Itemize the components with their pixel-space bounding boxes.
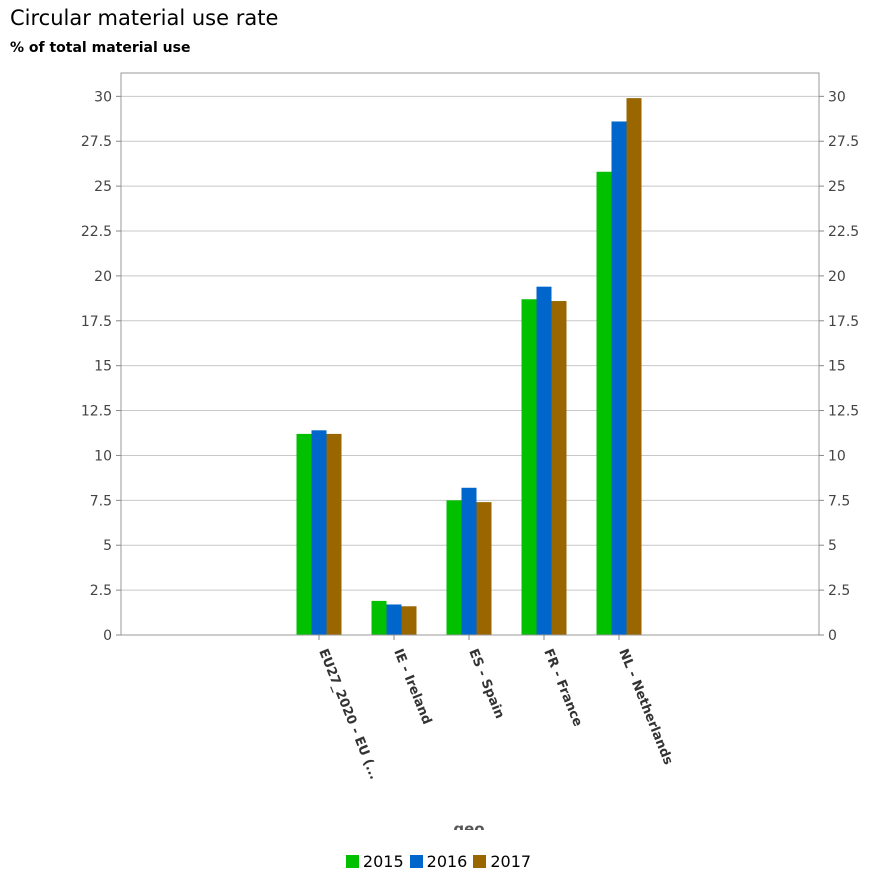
- y-tick-label: 17.5: [81, 314, 112, 330]
- y-tick-label-right: 17.5: [828, 314, 859, 330]
- y-tick-label: 12.5: [81, 404, 112, 420]
- legend-swatch: [345, 855, 359, 868]
- chart-subtitle: % of total material use: [10, 40, 191, 56]
- bar-2015: [446, 500, 462, 635]
- legend-swatch: [473, 855, 487, 868]
- chart-title: Circular material use rate: [10, 6, 279, 30]
- y-tick-label-right: 20: [828, 269, 846, 285]
- legend-label: 2017: [490, 852, 532, 871]
- y-tick-label: 22.5: [81, 224, 112, 240]
- category-label: IE - Ireland: [390, 647, 434, 727]
- y-tick-label: 25: [94, 179, 112, 195]
- y-tick-label: 7.5: [90, 493, 112, 509]
- y-tick-label: 30: [94, 89, 112, 105]
- bar-2016: [536, 286, 552, 635]
- y-tick-label-right: 15: [828, 359, 846, 375]
- bar-2016: [461, 487, 477, 635]
- y-tick-label-right: 0: [828, 628, 837, 644]
- y-tick-label-right: 30: [828, 89, 846, 105]
- bar-2015: [521, 299, 537, 635]
- left-axis: 0 2.5 5 7.5 10 12.5 15 17.5 20 22.5 25 27.5 30: [81, 89, 121, 644]
- y-tick-label-right: 22.5: [828, 224, 859, 240]
- bar-2016: [611, 121, 627, 635]
- bar-2017: [326, 433, 342, 635]
- y-tick-label-right: 2.5: [828, 583, 850, 599]
- bar-2015: [596, 171, 612, 635]
- bar-2016: [311, 430, 327, 635]
- y-tick-label-right: 10: [828, 448, 846, 464]
- y-tick-label-right: 27.5: [828, 134, 859, 150]
- bar-2017: [401, 606, 417, 635]
- y-tick-label-right: 12.5: [828, 404, 859, 420]
- bar-2017: [476, 502, 492, 635]
- bar-chart: 0 2.5 5 7.5 10 12.5 15 17.5 20 22.5 25 27.5 30 0 2.5 5…: [81, 72, 859, 830]
- y-tick-label-right: 25: [828, 179, 846, 195]
- legend-label: 2016: [426, 852, 468, 871]
- y-tick-label: 20: [94, 269, 112, 285]
- legend-label: 2015: [362, 852, 404, 871]
- bar-2017: [626, 98, 642, 635]
- legend-item: 2017: [473, 852, 531, 871]
- category-label: ES - Spain: [465, 647, 507, 721]
- category-label: FR - France: [540, 647, 585, 729]
- y-tick-label: 0: [103, 628, 112, 644]
- y-tick-label-right: 5: [828, 538, 837, 554]
- y-tick-label: 10: [94, 448, 112, 464]
- plot-frame: [120, 72, 820, 636]
- legend-item: 2015: [345, 852, 404, 871]
- y-tick-label: 2.5: [90, 583, 112, 599]
- y-tick-label-right: 7.5: [828, 493, 850, 509]
- x-axis: EU27_2020 - EU (... IE - Ireland ES - Spai…: [315, 635, 676, 782]
- right-axis: 0 2.5 5 7.5 10 12.5 15 17.5 20 22.5 25 27.5 30: [819, 89, 859, 644]
- y-tick-label: 15: [94, 359, 112, 375]
- legend-swatch: [409, 855, 423, 868]
- y-tick-label: 27.5: [81, 134, 112, 150]
- bars: [296, 98, 642, 635]
- category-label: NL - Netherlands: [615, 647, 675, 767]
- bar-2015: [296, 433, 312, 635]
- x-axis-title: geo: [453, 820, 484, 830]
- legend-item: 2016: [409, 852, 468, 871]
- bar-2016: [386, 604, 402, 635]
- category-label: EU27_2020 - EU (...: [315, 647, 381, 782]
- legend: 2015 2016 2017: [0, 852, 877, 872]
- y-tick-label: 5: [103, 538, 112, 554]
- bar-2017: [551, 301, 567, 635]
- bar-2015: [371, 600, 387, 635]
